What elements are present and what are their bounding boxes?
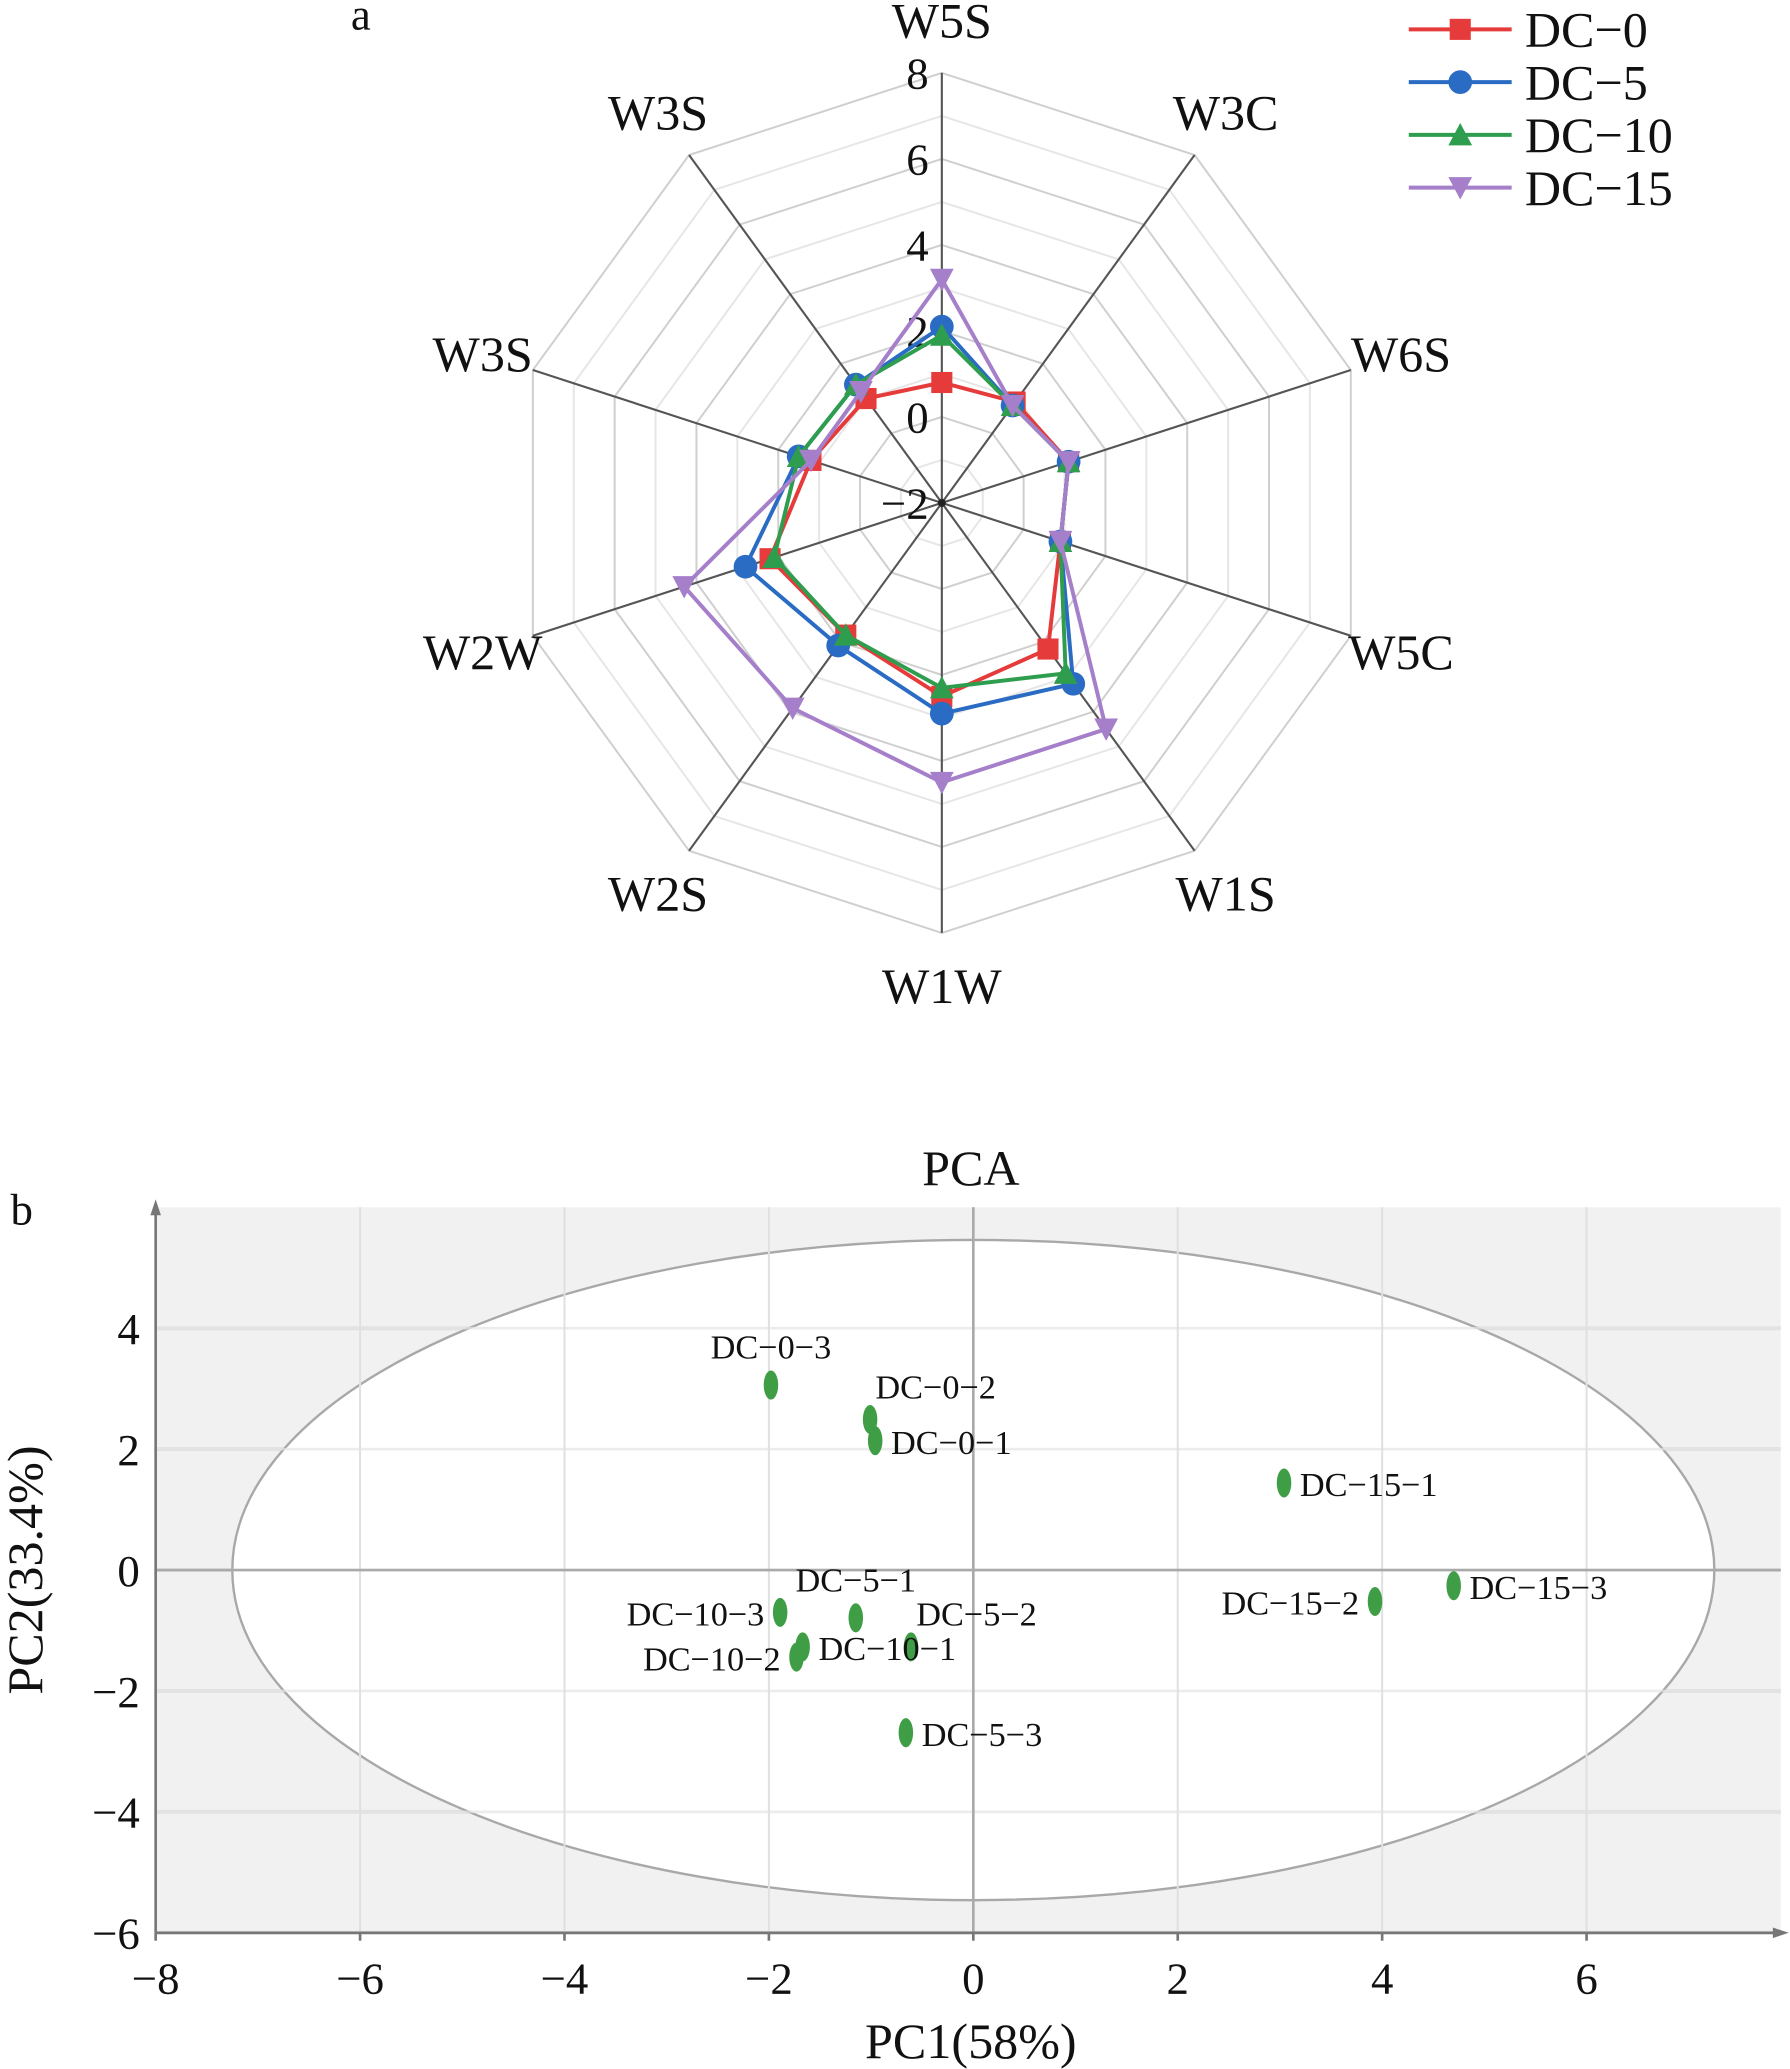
data-point — [1053, 661, 1078, 684]
legend-label: DC−0 — [1525, 2, 1648, 58]
point-label: DC−5−3 — [922, 1716, 1043, 1754]
point-label: DC−10−2 — [643, 1640, 781, 1678]
data-point — [867, 1426, 883, 1456]
point-label: DC−15−3 — [1470, 1569, 1608, 1607]
x-tick-label: 2 — [1167, 1953, 1189, 2003]
point-label: DC−5−2 — [916, 1596, 1037, 1634]
data-point — [786, 444, 811, 467]
x-tick-label: −8 — [132, 1953, 180, 2003]
center-dot — [937, 498, 946, 507]
legend-marker — [1448, 70, 1473, 94]
x-tick-label: 6 — [1575, 1953, 1597, 2003]
axis-label: W3S — [433, 326, 533, 382]
axis-label: W3C — [1173, 84, 1279, 140]
legend-marker — [1448, 123, 1473, 146]
y-tick-label: −2 — [92, 1667, 140, 1717]
x-tick-label: 4 — [1371, 1953, 1393, 2003]
axis-line — [940, 154, 1196, 504]
point-label: DC−0−1 — [891, 1424, 1012, 1462]
axis-label: W2S — [608, 866, 708, 922]
x-tick-label: −4 — [541, 1953, 589, 2003]
data-point — [929, 771, 954, 795]
tick-label: 8 — [906, 49, 928, 99]
data-point — [929, 268, 954, 292]
data-point — [1056, 451, 1081, 474]
x-axis-label: PC1(58%) — [865, 2013, 1077, 2069]
data-point — [1276, 1468, 1292, 1498]
data-point — [1446, 1571, 1461, 1601]
data-point — [848, 1603, 864, 1633]
y-axis-arrow — [150, 1199, 161, 1216]
panel-label-a: a — [351, 0, 371, 39]
data-point — [733, 554, 758, 579]
point-label: DC−0−2 — [875, 1368, 996, 1406]
tick-label: 0 — [906, 393, 928, 443]
axis-line — [688, 502, 943, 852]
data-point — [1000, 394, 1025, 418]
y-tick-label: −6 — [92, 1909, 140, 1959]
legend-label: DC−10 — [1525, 107, 1673, 163]
data-point — [772, 1597, 788, 1627]
axis-line — [941, 369, 1352, 504]
legend-marker — [1449, 18, 1471, 40]
x-tick-label: 0 — [962, 1953, 984, 2003]
x-tick-label: −6 — [336, 1953, 384, 2003]
point-label: DC−15−2 — [1221, 1585, 1359, 1623]
axis-line — [532, 369, 943, 504]
data-point — [789, 1642, 804, 1672]
data-point — [929, 323, 954, 346]
axis-label: W6S — [1351, 326, 1451, 382]
series-line — [681, 275, 1109, 785]
point-label: DC−10−1 — [818, 1630, 956, 1668]
y-tick-label: 2 — [117, 1425, 139, 1475]
data-point — [780, 697, 805, 721]
point-label: DC−5−1 — [795, 1561, 916, 1599]
data-point — [898, 1718, 914, 1748]
data-point — [763, 1370, 779, 1400]
x-tick-label: −2 — [745, 1953, 793, 2003]
tick-label: −2 — [881, 479, 929, 529]
data-point — [1037, 638, 1059, 660]
series-DC−15 — [672, 268, 1118, 795]
legend-label: DC−15 — [1525, 160, 1673, 216]
y-tick-label: 4 — [117, 1304, 139, 1354]
data-point — [929, 701, 954, 726]
data-point — [833, 623, 858, 646]
axis-label: W5S — [892, 0, 992, 48]
data-point — [672, 576, 697, 599]
legend-label: DC−5 — [1525, 54, 1648, 110]
data-point — [903, 1632, 919, 1662]
tick-label: 6 — [906, 135, 928, 185]
data-point — [931, 371, 953, 394]
y-tick-label: 0 — [117, 1546, 139, 1596]
point-label: DC−15−1 — [1300, 1466, 1438, 1504]
y-axis-label: PC2(33.4%) — [0, 1445, 53, 1694]
axis-label: W5C — [1348, 624, 1454, 680]
data-point — [799, 449, 823, 473]
legend-marker — [1448, 177, 1473, 200]
axis-label: W3S — [608, 84, 708, 140]
panel-label-b: b — [11, 1184, 33, 1234]
axis-line — [688, 154, 943, 504]
pca-chart: b PCA PC1(58%) PC2(33.4%) −8 −6 −4 −2 0 2 4 642… — [0, 1140, 1789, 2069]
axis-line — [941, 501, 1352, 637]
data-point — [849, 381, 873, 404]
data-point — [1094, 718, 1118, 741]
y-tick-label: −4 — [92, 1788, 140, 1838]
chart-title: PCA — [922, 1140, 1019, 1196]
data-point — [929, 675, 954, 699]
data-point — [762, 545, 787, 568]
point-label: DC−0−3 — [711, 1329, 832, 1367]
axis-label: W1W — [882, 958, 1002, 1014]
point-label: DC−10−3 — [627, 1596, 765, 1634]
data-point — [1367, 1586, 1383, 1616]
data-point — [1048, 530, 1073, 554]
tick-label: 4 — [906, 221, 928, 271]
axis-label: W2W — [423, 624, 543, 680]
x-axis-arrow — [1772, 1927, 1789, 1939]
axis-label: W1S — [1175, 866, 1275, 922]
